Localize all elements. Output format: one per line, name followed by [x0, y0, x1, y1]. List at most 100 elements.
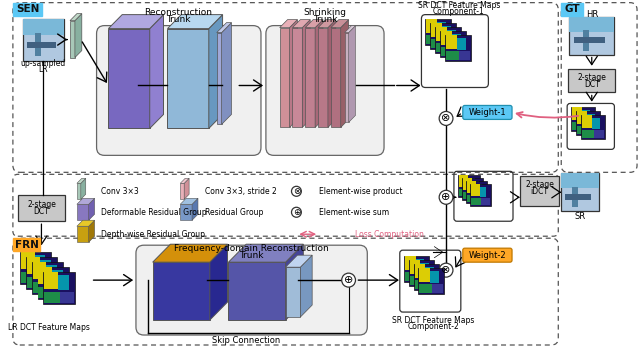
Polygon shape — [300, 255, 312, 317]
Bar — [463, 178, 472, 190]
Polygon shape — [345, 26, 355, 33]
Polygon shape — [77, 220, 95, 226]
Bar — [481, 198, 490, 205]
Bar — [467, 181, 476, 193]
Bar — [582, 110, 590, 121]
Polygon shape — [75, 14, 82, 57]
Bar — [594, 130, 604, 139]
Polygon shape — [331, 27, 340, 127]
Bar — [561, 173, 598, 211]
Bar — [479, 187, 486, 197]
Polygon shape — [285, 255, 312, 267]
Polygon shape — [285, 267, 300, 317]
Bar — [417, 272, 428, 281]
Text: Residual Group: Residual Group — [205, 208, 263, 217]
Bar — [463, 192, 474, 199]
Bar — [428, 280, 438, 289]
Bar — [587, 114, 595, 125]
Circle shape — [291, 207, 301, 217]
Polygon shape — [77, 178, 86, 183]
Polygon shape — [184, 178, 189, 199]
Text: Weight-2: Weight-2 — [468, 251, 506, 260]
Bar — [477, 195, 486, 202]
Text: iDCT: iDCT — [531, 187, 548, 196]
Bar — [20, 252, 35, 269]
Text: ⊗: ⊗ — [292, 187, 300, 196]
Text: Trunk: Trunk — [239, 251, 264, 260]
Bar — [582, 30, 589, 51]
Text: DCT: DCT — [33, 207, 49, 216]
Circle shape — [439, 111, 453, 125]
Bar — [581, 116, 605, 140]
Polygon shape — [209, 15, 223, 128]
Bar — [58, 275, 69, 290]
Polygon shape — [150, 15, 163, 128]
Polygon shape — [192, 198, 198, 220]
Polygon shape — [210, 244, 227, 320]
FancyBboxPatch shape — [266, 26, 384, 155]
Bar — [432, 284, 443, 293]
Bar — [13, 3, 42, 16]
Bar — [410, 260, 420, 274]
Polygon shape — [292, 19, 310, 27]
Text: Conv 3×3: Conv 3×3 — [102, 187, 140, 196]
Bar — [409, 260, 435, 286]
Polygon shape — [168, 29, 209, 128]
Bar — [410, 276, 422, 285]
Polygon shape — [70, 21, 75, 57]
Bar — [561, 3, 583, 16]
Bar — [441, 31, 452, 45]
Bar — [49, 282, 62, 293]
Bar — [415, 264, 426, 278]
Bar — [459, 175, 468, 187]
Text: GT: GT — [564, 4, 580, 14]
Bar — [44, 272, 75, 304]
Bar — [442, 26, 451, 38]
Polygon shape — [217, 33, 221, 125]
Text: ⊕: ⊕ — [442, 192, 451, 202]
Bar — [459, 189, 470, 196]
Bar — [565, 194, 591, 200]
Polygon shape — [217, 23, 232, 33]
Bar — [36, 272, 51, 283]
Bar — [20, 272, 36, 283]
Bar — [571, 108, 595, 132]
Bar — [419, 284, 432, 293]
Polygon shape — [305, 19, 323, 27]
Bar — [439, 34, 450, 44]
Bar — [584, 122, 594, 130]
Bar — [404, 256, 429, 282]
Bar — [33, 282, 49, 293]
Bar — [457, 38, 466, 49]
Polygon shape — [89, 220, 95, 242]
Text: DCT: DCT — [584, 80, 600, 89]
Bar — [431, 23, 442, 37]
Polygon shape — [180, 178, 189, 183]
Text: Weight-1: Weight-1 — [468, 108, 506, 117]
Polygon shape — [228, 244, 303, 262]
Polygon shape — [280, 27, 289, 127]
Bar — [446, 34, 457, 49]
Bar — [437, 22, 446, 34]
Bar — [430, 23, 456, 49]
Circle shape — [291, 186, 301, 196]
Text: SR: SR — [574, 212, 586, 221]
Bar — [18, 195, 65, 221]
Text: 2-stage: 2-stage — [577, 73, 606, 82]
FancyBboxPatch shape — [463, 248, 512, 262]
Bar — [440, 31, 466, 56]
Bar — [458, 175, 479, 197]
Text: Skip Connection: Skip Connection — [212, 335, 280, 345]
Polygon shape — [180, 183, 184, 199]
Bar — [446, 50, 459, 60]
Text: ⊕: ⊕ — [344, 275, 353, 285]
Polygon shape — [328, 19, 336, 127]
Polygon shape — [289, 19, 298, 127]
Bar — [419, 268, 444, 294]
Circle shape — [439, 263, 453, 277]
Polygon shape — [77, 183, 81, 199]
Bar — [60, 292, 74, 303]
Bar — [472, 181, 479, 191]
Bar — [23, 18, 64, 35]
Bar — [447, 30, 456, 41]
